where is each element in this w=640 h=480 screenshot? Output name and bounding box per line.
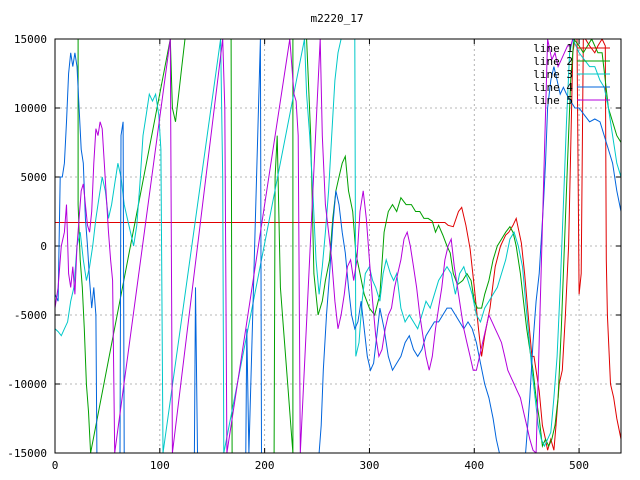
y-tick-label: -15000 bbox=[7, 447, 47, 460]
y-tick-label: 0 bbox=[40, 240, 47, 253]
series-line-2 bbox=[77, 39, 621, 453]
legend-label: line 3 bbox=[533, 68, 573, 81]
y-tick-label: -10000 bbox=[7, 378, 47, 391]
chart-title: m2220_17 bbox=[311, 12, 364, 25]
y-tick-label: 10000 bbox=[14, 102, 47, 115]
series-line-5 bbox=[55, 39, 574, 453]
legend-label: line 4 bbox=[533, 81, 573, 94]
x-tick-label: 300 bbox=[360, 459, 380, 472]
x-tick-label: 100 bbox=[150, 459, 170, 472]
series-line-1 bbox=[55, 39, 621, 451]
y-tick-label: 5000 bbox=[21, 171, 48, 184]
y-tick-label: 15000 bbox=[14, 33, 47, 46]
y-tick-label: -5000 bbox=[14, 309, 47, 322]
axes: 0 100 200 300 400 500 -15000 -10000 -5000 0 5000 10… bbox=[7, 33, 621, 472]
series-line-4 bbox=[55, 39, 621, 453]
x-tick-label: 200 bbox=[255, 459, 275, 472]
series-group bbox=[55, 39, 621, 453]
plot-frame bbox=[54, 38, 622, 454]
series-line-3 bbox=[55, 39, 621, 453]
x-tick-label: 0 bbox=[52, 459, 59, 472]
x-tick-label: 500 bbox=[569, 459, 589, 472]
legend-label: line 1 bbox=[533, 42, 573, 55]
x-tick-label: 400 bbox=[464, 459, 484, 472]
legend-label: line 5 bbox=[533, 94, 573, 107]
legend-label: line 2 bbox=[533, 55, 573, 68]
